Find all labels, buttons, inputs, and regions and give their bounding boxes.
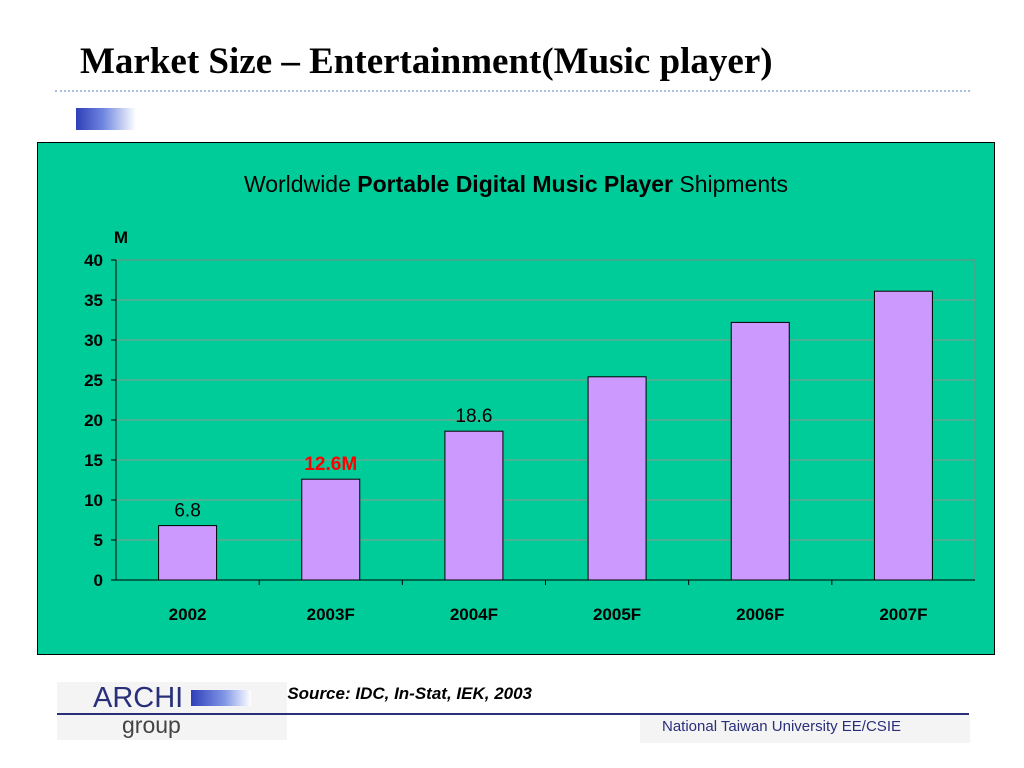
source-note: * Source: IDC, In-Stat, IEK, 2003 — [276, 684, 533, 703]
data-label: 18.6 — [455, 406, 492, 427]
bar-2006F — [730, 321, 790, 581]
x-tick-label: 2004F — [450, 605, 498, 624]
bar-2002 — [158, 525, 218, 581]
title-accent-bar — [76, 108, 136, 130]
slide-title: Market Size – Entertainment(Music player… — [80, 41, 773, 82]
y-tick-label: 40 — [84, 251, 103, 270]
chart-title-prefix: Worldwide — [243, 171, 358, 197]
y-tick-label: 5 — [94, 531, 103, 550]
y-tick-label: 10 — [84, 491, 103, 510]
group-logo-text: group — [122, 712, 181, 738]
bar-2005F — [587, 376, 647, 581]
x-tick-label: 2003F — [307, 605, 355, 624]
x-tick-label: 2005F — [593, 605, 641, 624]
y-tick-label: 35 — [84, 291, 103, 310]
affiliation-background — [640, 715, 970, 743]
archi-logo-text: ARCHI — [93, 682, 184, 714]
x-tick-label: 2002 — [169, 605, 207, 624]
affiliation-label: National Taiwan University EE/CSIE — [662, 718, 901, 735]
bar-2007F — [873, 290, 933, 581]
y-tick-label: 0 — [94, 571, 103, 590]
y-tick-label: 15 — [84, 451, 103, 470]
bar-2003F — [301, 478, 361, 581]
x-tick-label: 2007F — [879, 605, 927, 624]
logo-accent-bar — [191, 690, 251, 706]
data-label: 6.8 — [174, 501, 200, 522]
x-tick-label: 2006F — [736, 605, 784, 624]
y-tick-label: 20 — [84, 411, 103, 430]
chart-panel: Worldwide Portable Digital Music Player … — [37, 142, 995, 655]
chart-title-bold: Portable Digital Music Player — [357, 171, 673, 197]
y-axis-label: M — [114, 228, 128, 247]
footer-divider — [57, 713, 969, 715]
chart-title: Worldwide Portable Digital Music Player … — [38, 171, 994, 198]
y-tick-label: 30 — [84, 331, 103, 350]
chart-title-suffix: Shipments — [673, 171, 789, 197]
bar-2004F — [444, 430, 504, 581]
title-divider — [55, 90, 970, 92]
data-label: 12.6M — [304, 454, 357, 475]
bar-chart: 0 5 10 15 20 25 30 35 40 M 2002 2003F 2004F 2005F 2006… — [84, 228, 976, 624]
y-tick-label: 25 — [84, 371, 103, 390]
